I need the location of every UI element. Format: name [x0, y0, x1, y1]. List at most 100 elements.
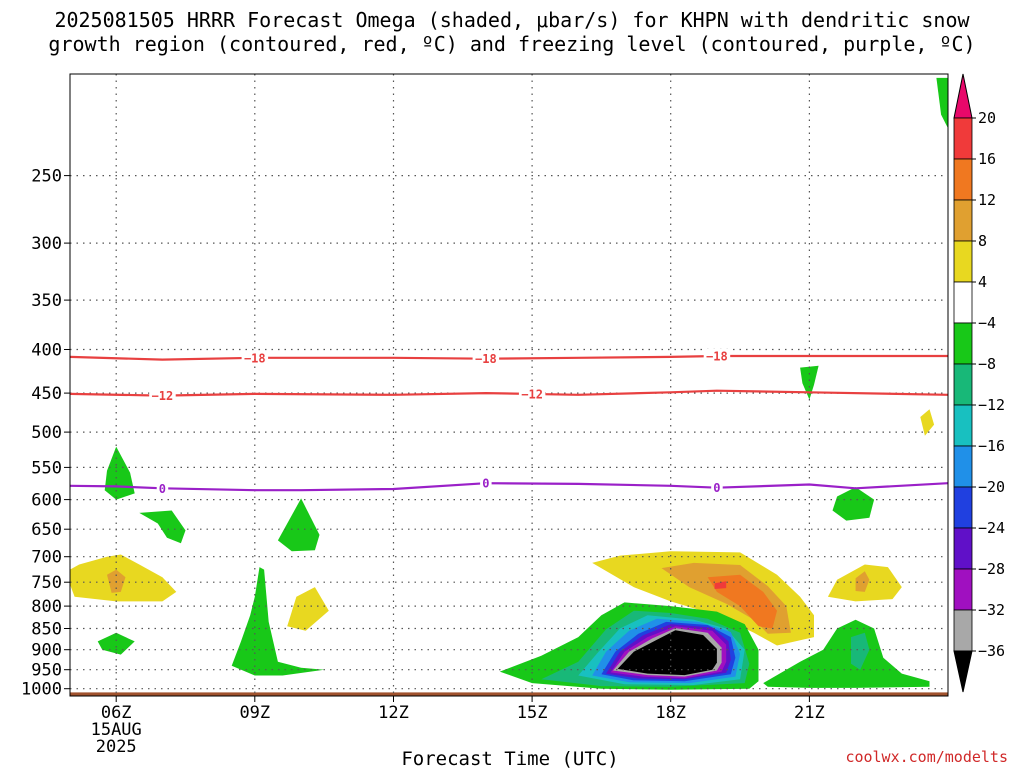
colorbar-swatch-11 — [953, 568, 973, 611]
colorbar-label-2: 12 — [978, 191, 996, 209]
colorbar-swatch-12 — [953, 609, 973, 652]
omega-region-6 — [800, 365, 819, 400]
y-tick-label-750: 750 — [31, 573, 62, 593]
colorbar-label-13: −36 — [978, 642, 1005, 660]
plot-frame — [69, 73, 949, 697]
y-tick-label-300: 300 — [31, 234, 62, 254]
contour-label--18: −18 — [706, 350, 728, 364]
y-tick-label-450: 450 — [31, 384, 62, 404]
colorbar-label-12: −32 — [978, 601, 1005, 619]
colorbar-label-0: 20 — [978, 109, 996, 127]
y-tick-label-1000: 1000 — [21, 680, 62, 700]
y-tick-label-400: 400 — [31, 341, 62, 361]
colorbar-swatch-4 — [953, 281, 973, 324]
ground-surface — [70, 692, 948, 696]
contour-label--18: −18 — [475, 352, 497, 366]
colorbar-swatch-6 — [953, 363, 973, 406]
contour-0 — [70, 482, 948, 492]
colorbar-label-9: −20 — [978, 478, 1005, 496]
contour-label-bg — [480, 476, 492, 491]
omega-region-15 — [855, 571, 870, 592]
y-tick-label-350: 350 — [31, 291, 62, 311]
colorbar-label-1: 16 — [978, 150, 996, 168]
contour-label--18: −18 — [244, 351, 266, 365]
contour--18 — [70, 354, 948, 361]
colorbar-swatch-7 — [953, 404, 973, 447]
y-tick-label-500: 500 — [31, 423, 62, 443]
contour-label-0: 0 — [713, 481, 720, 495]
colorbar: 20 16 12 8 4 −4 −8 −12 −16 −20 −24 −28 −32 −36 — [953, 73, 1005, 693]
colorbar-label-10: −24 — [978, 519, 1005, 537]
y-tick-label-250: 250 — [31, 167, 62, 187]
colorbar-label-7: −12 — [978, 396, 1005, 414]
contour-label-bg — [472, 351, 500, 366]
colorbar-swatch-0 — [953, 117, 973, 160]
colorbar-swatch-3 — [953, 240, 973, 283]
omega-region-8 — [763, 619, 930, 688]
x-tick-label-12: 12Z — [378, 703, 409, 723]
colorbar-swatch-9 — [953, 486, 973, 529]
x-tick-label-6: 06Z — [101, 703, 132, 723]
chart-title-line2: growth region (contoured, red, ºC) and f… — [48, 32, 976, 56]
grid — [70, 74, 948, 696]
colorbar-label-3: 8 — [978, 232, 987, 250]
temperature-contours: −18 −18 −18 −12 −12 0 0 0 — [70, 349, 948, 496]
y-tick-label-600: 600 — [31, 491, 62, 511]
contour-label-bg — [149, 388, 176, 403]
omega-region-5 — [97, 632, 135, 655]
colorbar-label-11: −28 — [978, 560, 1005, 578]
omega-region-9 — [851, 632, 870, 670]
x-tick-label-6-line3: 2025 — [96, 737, 137, 757]
omega-region-10 — [920, 409, 935, 436]
contour-label--12: −12 — [521, 387, 543, 401]
colorbar-swatch-5 — [953, 322, 973, 365]
colorbar-label-4: 4 — [978, 273, 987, 291]
colorbar-swatch-10 — [953, 527, 973, 570]
omega-region-2 — [139, 510, 186, 544]
contour-label-bg — [518, 386, 546, 401]
colorbar-swatch-2 — [953, 199, 973, 242]
omega-region-28 — [617, 630, 717, 676]
omega-region-1 — [104, 446, 135, 500]
y-tick-label-900: 900 — [31, 641, 62, 661]
chart-title: 2025081505 HRRR Forecast Omega (shaded, … — [0, 8, 1024, 56]
colorbar-label-8: −16 — [978, 437, 1005, 455]
omega-region-13 — [287, 587, 329, 631]
omega-shading — [70, 77, 948, 690]
y-tick-label-700: 700 — [31, 548, 62, 568]
omega-region-4 — [231, 567, 325, 676]
y-tick-label-800: 800 — [31, 597, 62, 617]
y-tick-label-550: 550 — [31, 458, 62, 478]
contour-label-bg — [156, 481, 169, 496]
colorbar-swatch-8 — [953, 445, 973, 488]
y-tick-label-950: 950 — [31, 661, 62, 681]
contour-label-0: 0 — [482, 477, 489, 491]
y-tick-label-650: 650 — [31, 520, 62, 540]
chart-title-line1: 2025081505 HRRR Forecast Omega (shaded, … — [54, 8, 970, 32]
y-axis: 2503003504004505005506006507007508008509… — [21, 167, 70, 700]
omega-region-7 — [832, 487, 875, 521]
colorbar-top-arrow — [953, 73, 973, 119]
colorbar-label-6: −8 — [978, 355, 996, 373]
x-axis-label: Forecast Time (UTC) — [401, 748, 618, 768]
contour-label-bg — [711, 480, 723, 495]
colorbar-swatch-1 — [953, 158, 973, 201]
contour--12 — [70, 389, 948, 397]
contour-label--12: −12 — [152, 389, 174, 403]
colorbar-bottom-arrow — [953, 650, 973, 693]
colorbar-label-5: −4 — [978, 314, 996, 332]
x-tick-label-9: 09Z — [239, 703, 270, 723]
omega-region-19 — [714, 581, 727, 589]
y-tick-label-850: 850 — [31, 620, 62, 640]
omega-region-3 — [277, 498, 320, 552]
contour-label-0: 0 — [159, 482, 166, 496]
omega-region-0 — [936, 77, 948, 129]
contour-label-bg — [703, 349, 731, 363]
x-tick-label-6-line2: 15AUG — [91, 720, 142, 740]
x-tick-label-21: 21Z — [794, 703, 825, 723]
x-tick-label-18: 18Z — [655, 703, 686, 723]
credit-text: coolwx.com/modelts — [845, 748, 1008, 766]
contour-label-bg — [241, 350, 269, 365]
